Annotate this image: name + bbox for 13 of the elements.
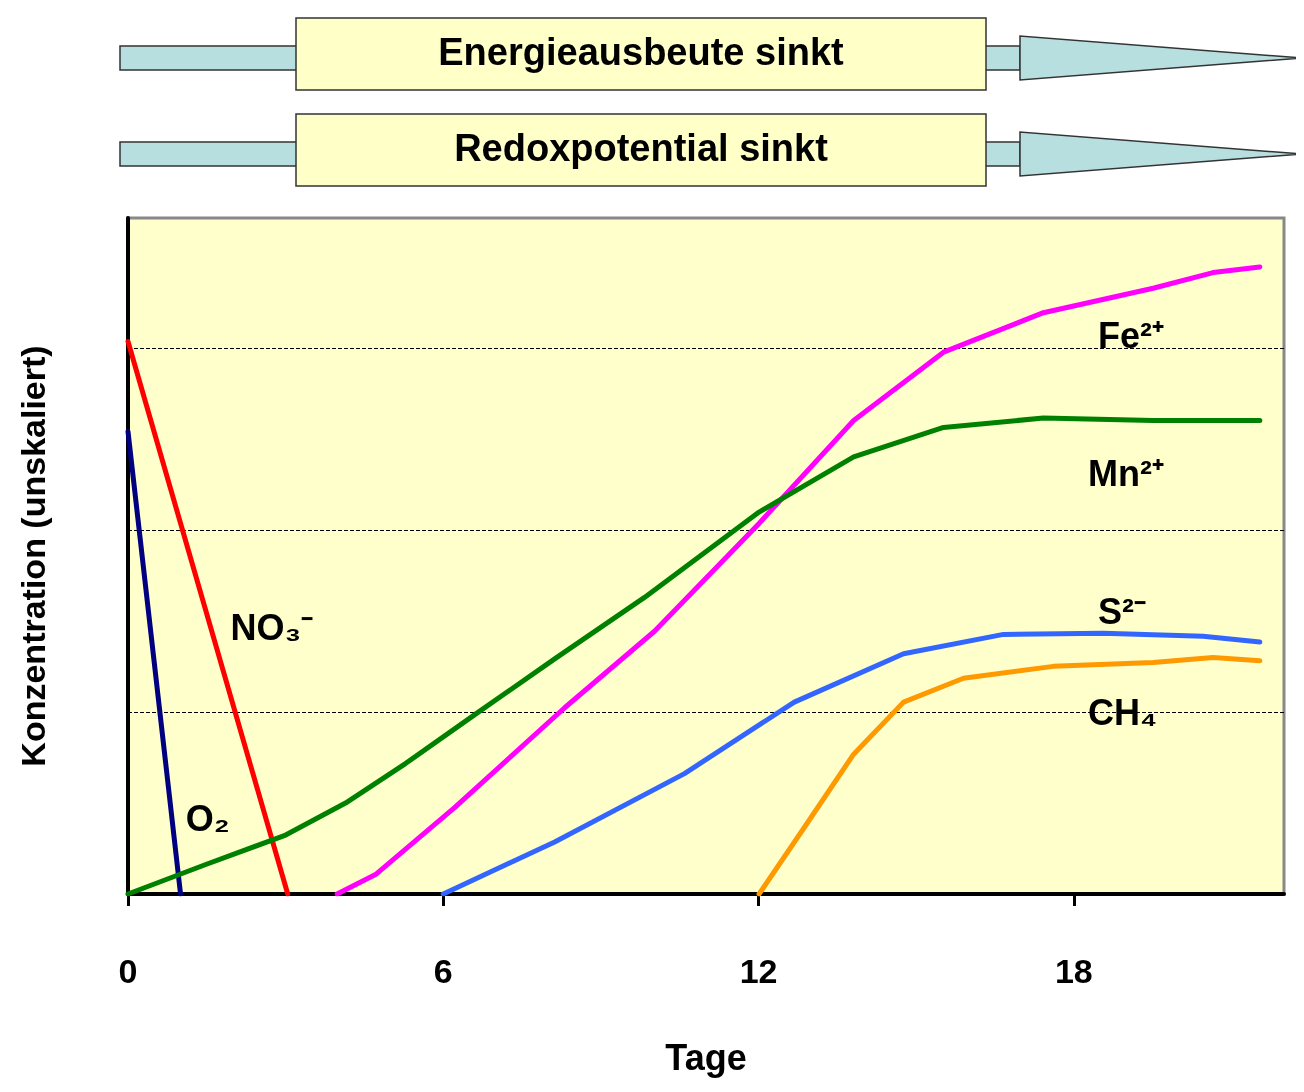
x-tick-label: 12 bbox=[739, 952, 778, 990]
x-tick-label: 18 bbox=[1054, 952, 1093, 990]
x-tick-label: 6 bbox=[433, 952, 453, 990]
text: Redoxpotential sinkt bbox=[454, 127, 829, 170]
series-label: NO₃⁻ bbox=[230, 606, 314, 648]
series-label: Mn²⁺ bbox=[1088, 453, 1164, 495]
text: Energieausbeute sinkt bbox=[438, 31, 845, 74]
series-label: Fe²⁺ bbox=[1097, 315, 1164, 357]
series-label: S²⁻ bbox=[1097, 591, 1146, 633]
series-label: O₂ bbox=[185, 798, 230, 840]
x-axis-title: Tage bbox=[665, 1036, 747, 1078]
x-tick-label: 0 bbox=[118, 952, 138, 990]
y-axis-title: Konzentration (unskaliert) bbox=[14, 345, 52, 767]
